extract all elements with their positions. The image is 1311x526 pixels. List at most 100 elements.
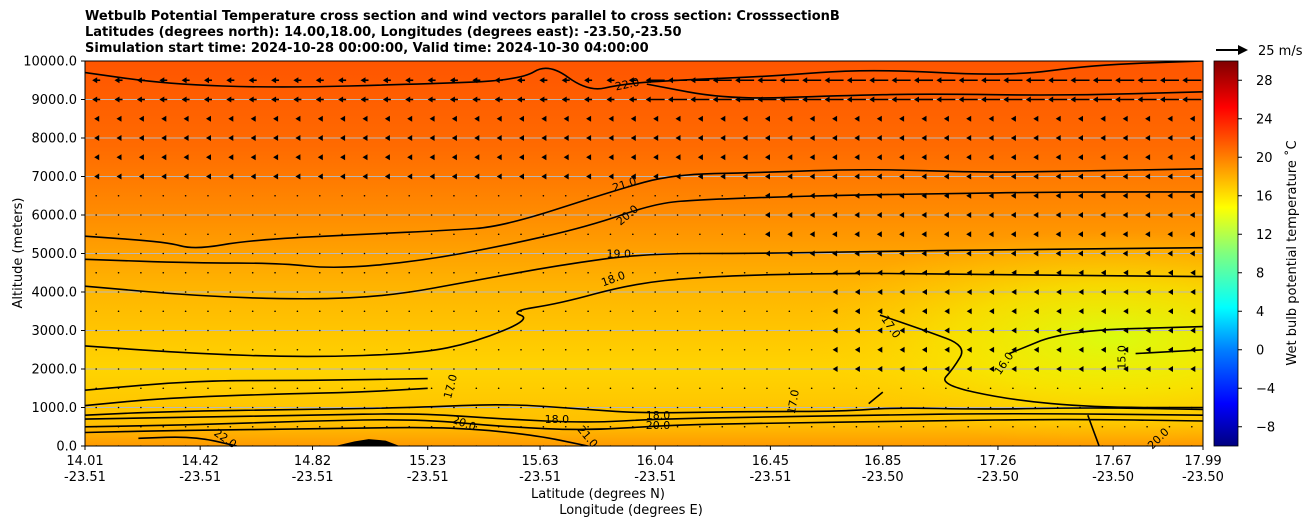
wind-vector	[721, 329, 724, 332]
wind-vector-head	[944, 346, 950, 353]
wind-vector	[140, 271, 142, 274]
wind-vector-head	[317, 115, 323, 122]
wind-vector	[207, 425, 209, 428]
x-tick-label-lat: 16.45	[752, 454, 789, 469]
wind-vector	[453, 214, 455, 216]
wind-vector-head	[1033, 154, 1039, 161]
wind-vector-head	[1189, 115, 1195, 122]
wind-vector-head	[338, 77, 344, 84]
wind-vector	[475, 368, 478, 370]
wind-vector	[676, 271, 679, 274]
wind-vector	[855, 425, 858, 428]
wind-vector-head	[248, 77, 254, 84]
wind-vector-head	[958, 96, 964, 103]
wind-vector	[140, 425, 142, 428]
wind-vector	[721, 233, 724, 236]
wind-vector	[318, 194, 321, 197]
wind-vector	[699, 387, 701, 390]
wind-vector-head	[854, 115, 860, 122]
wind-vector-head	[989, 308, 995, 315]
wind-vector	[788, 291, 791, 293]
colorbar-label: Wet bulb potential temperature ˚C	[1284, 140, 1300, 365]
wind-vector-head	[1190, 308, 1196, 315]
wind-vector	[877, 425, 880, 428]
x-tick-label-lat: 17.26	[979, 454, 1016, 469]
wind-vector	[430, 233, 433, 236]
wind-vector-head	[586, 115, 592, 122]
wind-vector	[140, 291, 142, 293]
wind-vector-head	[765, 212, 770, 218]
wind-vector-head	[653, 173, 659, 180]
wind-vector-head	[1078, 135, 1083, 141]
wind-vector-head	[94, 135, 100, 141]
wind-vector	[1168, 425, 1171, 428]
wind-vector-head	[1145, 135, 1151, 141]
wind-vector	[900, 387, 902, 390]
wind-vector	[676, 310, 679, 313]
contour-line-17	[879, 314, 1203, 409]
wind-vector	[162, 194, 165, 197]
wind-vector	[251, 271, 254, 274]
wind-vector-head	[1011, 346, 1017, 353]
wind-vector	[1034, 406, 1037, 409]
contour-label: 18.0	[545, 413, 570, 426]
wind-vector-head	[1145, 250, 1151, 257]
wind-vector-head	[1145, 231, 1151, 238]
wind-vector	[587, 406, 589, 409]
wind-vector-head	[630, 154, 636, 161]
grid-lines	[85, 99, 1203, 408]
wind-vector	[207, 194, 209, 197]
wind-vector	[207, 348, 209, 351]
wind-vector-head	[1100, 115, 1106, 122]
x-tick-label-lon: -23.51	[407, 470, 449, 485]
wind-vector	[475, 310, 478, 313]
wind-vector	[229, 233, 232, 236]
wind-vector	[497, 348, 500, 351]
wind-vector	[363, 387, 366, 390]
wind-vector-head	[427, 96, 433, 103]
wind-vector-head	[809, 231, 815, 238]
wind-vector	[810, 329, 813, 332]
wind-vector-head	[988, 231, 994, 238]
wind-vector-head	[1033, 115, 1039, 122]
wind-vector-head	[293, 77, 299, 84]
wind-vector	[251, 348, 254, 351]
wind-vector	[140, 406, 142, 409]
wind-vector	[251, 387, 254, 390]
wind-vector	[564, 348, 567, 351]
wind-vector	[296, 194, 299, 197]
wind-vector	[699, 348, 701, 351]
contour-line-21	[85, 426, 588, 446]
wind-vector	[721, 194, 724, 197]
wind-vector-head	[159, 96, 165, 103]
wind-vector	[833, 425, 835, 428]
wind-vector	[609, 387, 612, 390]
wind-vector	[475, 329, 478, 332]
wind-vector-head	[832, 231, 838, 238]
wind-vector	[162, 348, 165, 351]
colorbar-bar	[1213, 60, 1239, 447]
wind-vector-head	[94, 115, 100, 122]
wind-vector-head	[966, 327, 972, 334]
wind-vector-head	[742, 173, 748, 180]
contour-line-22	[138, 436, 237, 446]
wind-vector-head	[138, 115, 144, 122]
wind-vector-head	[899, 250, 905, 257]
wind-vector-head	[675, 154, 681, 161]
wind-vector-head	[228, 135, 234, 141]
wind-vector	[1012, 387, 1014, 390]
wind-vector	[721, 368, 724, 370]
wind-vector-head	[966, 212, 972, 218]
wind-vector	[676, 194, 679, 197]
wind-vector	[721, 348, 724, 351]
wind-vector-head	[273, 115, 279, 122]
wind-vector-head	[1167, 115, 1173, 122]
colorbar-tick-label: −8	[1256, 420, 1275, 435]
wind-vector-head	[989, 346, 995, 353]
wind-vector-head	[876, 250, 882, 257]
wind-vector-head	[1160, 96, 1165, 103]
wind-vector-head	[295, 173, 301, 180]
wind-vector	[743, 271, 746, 274]
x-tick-label-lat: 17.99	[1184, 454, 1221, 469]
wind-vector-head	[226, 96, 232, 103]
